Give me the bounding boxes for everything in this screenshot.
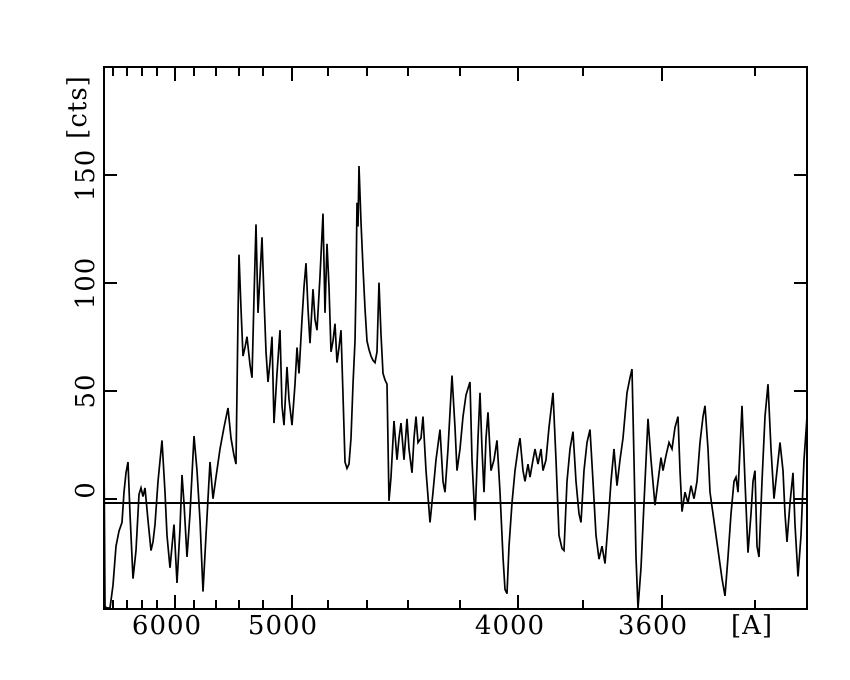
x-axis-unit-label: [A] bbox=[730, 611, 774, 641]
x-tick-label-3600: 3600 bbox=[617, 611, 689, 641]
spectrum-line bbox=[103, 165, 808, 609]
x-tick-label-6000: 6000 bbox=[131, 611, 203, 641]
y-tick-label-150: 150 bbox=[71, 148, 101, 202]
y-tick-label-100: 100 bbox=[71, 256, 101, 310]
y-tick-label-0: 0 bbox=[71, 481, 101, 499]
x-tick-label-4000: 4000 bbox=[474, 611, 546, 641]
plot-frame bbox=[103, 66, 808, 610]
y-tick-label-50: 50 bbox=[71, 373, 101, 409]
y-axis-title: [cts] bbox=[63, 75, 93, 139]
x-tick-label-5000: 5000 bbox=[247, 611, 319, 641]
